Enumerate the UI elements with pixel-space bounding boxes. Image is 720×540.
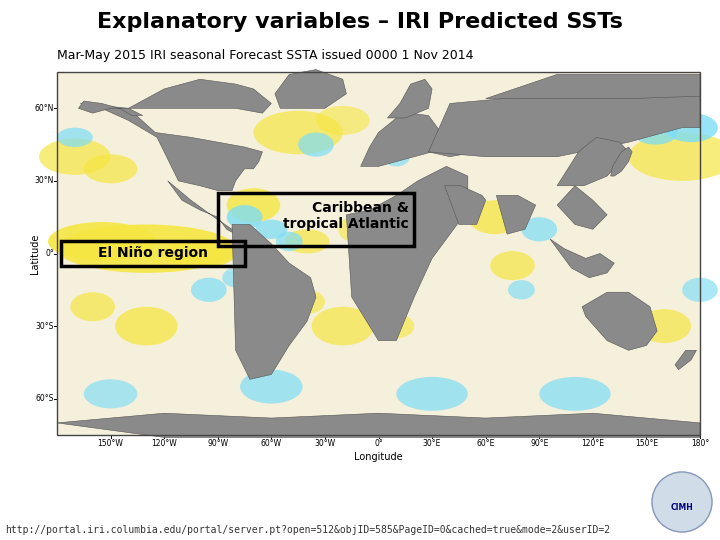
Ellipse shape	[84, 154, 138, 183]
Polygon shape	[80, 104, 262, 191]
Ellipse shape	[508, 280, 535, 300]
Ellipse shape	[490, 251, 535, 280]
Polygon shape	[550, 239, 614, 278]
Polygon shape	[232, 225, 316, 379]
Ellipse shape	[298, 132, 334, 157]
Text: http://portal.iri.columbia.edu/portal/server.pt?open=512&objID=585&PageID=0&cach: http://portal.iri.columbia.edu/portal/se…	[5, 525, 610, 535]
Text: Explanatory variables – IRI Predicted SSTs: Explanatory variables – IRI Predicted SS…	[97, 12, 623, 32]
Ellipse shape	[191, 278, 227, 302]
Polygon shape	[275, 70, 346, 109]
Text: 120°W: 120°W	[151, 439, 177, 448]
Polygon shape	[444, 186, 486, 225]
Ellipse shape	[240, 370, 302, 403]
Polygon shape	[428, 84, 700, 157]
Ellipse shape	[312, 307, 374, 346]
Ellipse shape	[606, 312, 651, 341]
Ellipse shape	[71, 292, 115, 321]
Text: 60°S: 60°S	[35, 394, 54, 403]
Text: Mar-May 2015 IRI seasonal Forecast SSTA issued 0000 1 Nov 2014: Mar-May 2015 IRI seasonal Forecast SSTA …	[57, 49, 474, 62]
Bar	[217, 193, 414, 246]
Ellipse shape	[629, 132, 720, 181]
Ellipse shape	[276, 232, 302, 251]
Text: Longitude: Longitude	[354, 452, 402, 462]
Text: 90°W: 90°W	[207, 439, 228, 448]
Ellipse shape	[289, 290, 325, 314]
Ellipse shape	[338, 217, 365, 241]
Ellipse shape	[84, 379, 138, 408]
Bar	[57, 72, 700, 435]
Ellipse shape	[539, 377, 611, 411]
Text: 30°W: 30°W	[315, 439, 336, 448]
Ellipse shape	[379, 314, 414, 338]
Text: El Niño region: El Niño region	[97, 246, 207, 260]
Ellipse shape	[164, 239, 235, 268]
Polygon shape	[361, 113, 441, 166]
Ellipse shape	[115, 307, 178, 346]
Polygon shape	[496, 195, 536, 234]
Text: 30°N: 30°N	[35, 177, 54, 185]
Text: 0°: 0°	[45, 249, 54, 258]
Polygon shape	[486, 75, 700, 99]
Ellipse shape	[39, 139, 111, 175]
Ellipse shape	[665, 113, 718, 142]
Ellipse shape	[316, 106, 369, 135]
Bar	[57, 72, 700, 435]
Ellipse shape	[227, 188, 280, 222]
Ellipse shape	[397, 377, 468, 411]
Polygon shape	[78, 101, 143, 116]
Text: 0°: 0°	[374, 439, 383, 448]
Polygon shape	[128, 79, 271, 113]
Polygon shape	[557, 186, 607, 230]
Ellipse shape	[253, 111, 343, 154]
Ellipse shape	[48, 222, 156, 261]
Polygon shape	[387, 79, 432, 118]
Text: 150°E: 150°E	[635, 439, 658, 448]
Polygon shape	[582, 292, 657, 350]
Text: 120°E: 120°E	[581, 439, 604, 448]
Text: 60°E: 60°E	[477, 439, 495, 448]
Ellipse shape	[521, 217, 557, 241]
Text: 30°E: 30°E	[423, 439, 441, 448]
Text: 150°W: 150°W	[98, 439, 124, 448]
Ellipse shape	[227, 205, 262, 229]
Text: Caribbean &
tropical Atlantic: Caribbean & tropical Atlantic	[284, 201, 409, 231]
Text: 60°W: 60°W	[261, 439, 282, 448]
Ellipse shape	[57, 225, 235, 273]
Polygon shape	[168, 181, 235, 234]
Text: CIMH: CIMH	[670, 503, 693, 511]
Ellipse shape	[256, 220, 287, 239]
Polygon shape	[611, 147, 632, 176]
Ellipse shape	[682, 278, 718, 302]
Text: Latitude: Latitude	[30, 233, 40, 274]
Ellipse shape	[222, 268, 249, 287]
Ellipse shape	[633, 120, 678, 145]
Polygon shape	[428, 118, 521, 157]
Ellipse shape	[468, 200, 521, 234]
Ellipse shape	[57, 127, 93, 147]
Polygon shape	[557, 137, 629, 186]
Polygon shape	[57, 413, 700, 437]
Ellipse shape	[284, 230, 329, 253]
Text: 180°: 180°	[691, 439, 709, 448]
Polygon shape	[675, 350, 696, 370]
Text: 90°E: 90°E	[530, 439, 549, 448]
Ellipse shape	[383, 147, 410, 166]
Text: 60°N: 60°N	[35, 104, 54, 113]
Ellipse shape	[637, 309, 691, 343]
Polygon shape	[346, 166, 468, 341]
Text: 30°S: 30°S	[35, 322, 54, 330]
Bar	[60, 241, 245, 266]
Circle shape	[652, 472, 712, 532]
